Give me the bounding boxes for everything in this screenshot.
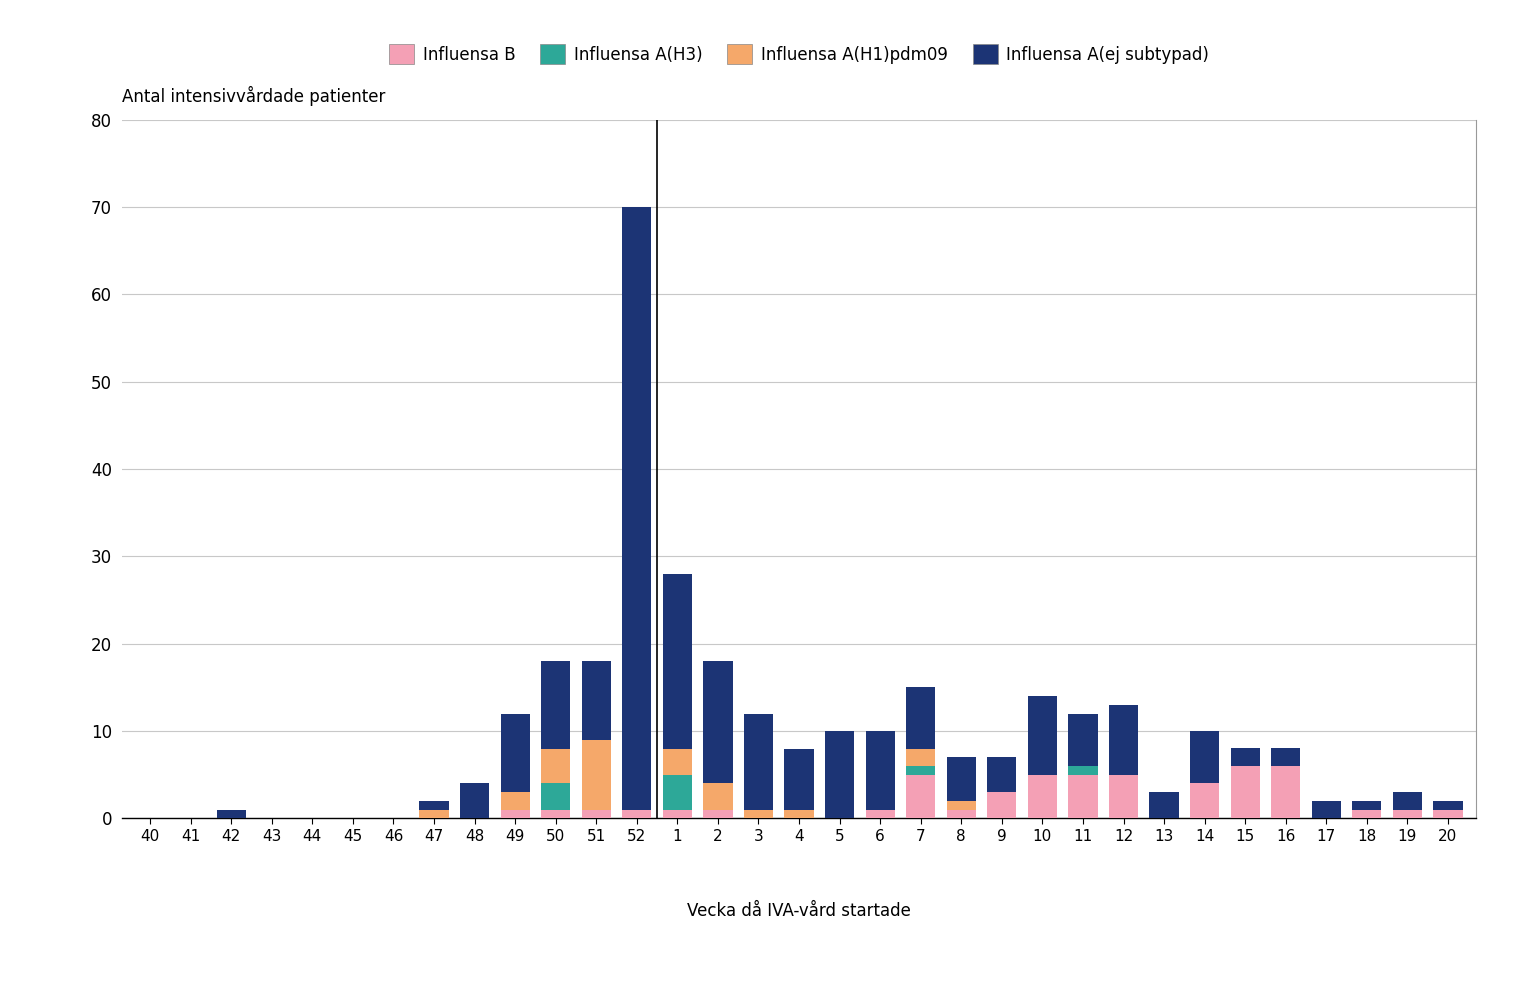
Legend: Influensa B, Influensa A(H3), Influensa A(H1)pdm09, Influensa A(ej subtypad): Influensa B, Influensa A(H3), Influensa … <box>382 37 1216 71</box>
Bar <box>622 208 651 809</box>
Bar <box>1190 783 1219 818</box>
Bar <box>662 809 693 818</box>
Bar <box>1393 792 1422 809</box>
Bar <box>542 748 571 783</box>
Bar <box>1149 792 1178 818</box>
Bar <box>1271 766 1300 818</box>
Bar <box>1393 809 1422 818</box>
Bar <box>460 783 489 818</box>
Bar <box>420 809 449 818</box>
Bar <box>988 757 1017 792</box>
Bar <box>420 800 449 809</box>
Bar <box>1110 774 1138 818</box>
Bar <box>622 809 651 818</box>
Bar <box>1352 809 1382 818</box>
Bar <box>744 714 773 809</box>
Bar <box>988 792 1017 818</box>
Bar <box>542 809 571 818</box>
Bar <box>703 809 732 818</box>
Bar <box>703 661 732 783</box>
Bar <box>216 809 247 818</box>
Bar <box>1231 748 1260 766</box>
Bar <box>947 809 976 818</box>
Bar <box>1312 800 1341 818</box>
Bar <box>581 661 610 740</box>
Bar <box>906 748 936 766</box>
Bar <box>947 757 976 800</box>
Bar <box>703 783 732 809</box>
Bar <box>906 688 936 748</box>
Bar <box>1434 809 1463 818</box>
Bar <box>501 809 530 818</box>
Bar <box>866 731 895 809</box>
Bar <box>662 574 693 748</box>
Bar <box>744 809 773 818</box>
Bar <box>1352 800 1382 809</box>
Bar <box>662 774 693 809</box>
Bar <box>662 748 693 774</box>
Bar <box>866 809 895 818</box>
Bar <box>542 783 571 809</box>
Text: Antal intensivvårdade patienter: Antal intensivvårdade patienter <box>122 86 385 106</box>
Bar <box>825 731 854 818</box>
Bar <box>784 748 814 809</box>
Bar <box>1027 697 1056 774</box>
Bar <box>906 766 936 774</box>
Bar <box>581 740 610 809</box>
Bar <box>784 809 814 818</box>
Bar <box>542 661 571 748</box>
Bar <box>1068 714 1097 766</box>
X-axis label: Vecka då IVA-vård startade: Vecka då IVA-vård startade <box>686 902 912 920</box>
Bar <box>1110 705 1138 774</box>
Bar <box>1231 766 1260 818</box>
Bar <box>1068 774 1097 818</box>
Bar <box>947 800 976 809</box>
Bar <box>1434 800 1463 809</box>
Bar <box>1068 766 1097 774</box>
Bar <box>1027 774 1056 818</box>
Bar <box>501 792 530 809</box>
Bar <box>906 774 936 818</box>
Bar <box>1190 731 1219 783</box>
Bar <box>501 714 530 792</box>
Bar <box>1271 748 1300 766</box>
Bar <box>581 809 610 818</box>
